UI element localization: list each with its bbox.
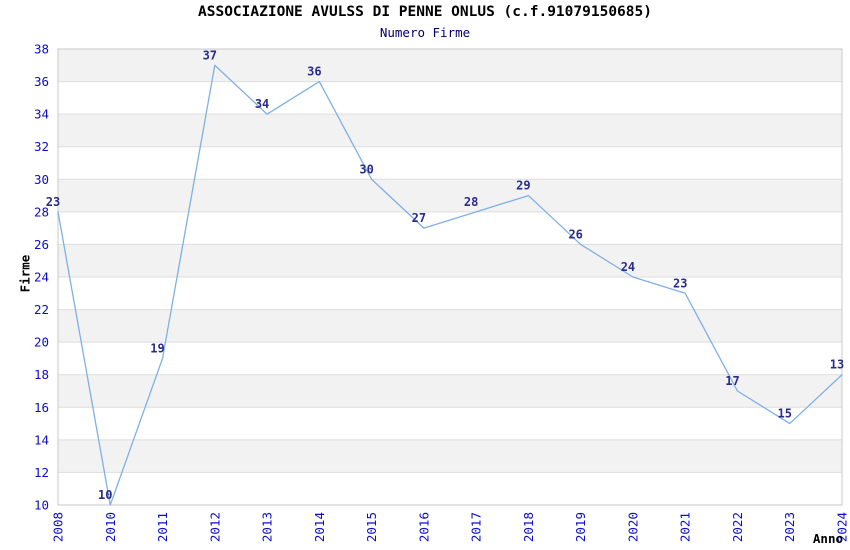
- data-label: 19: [150, 341, 164, 355]
- x-tick-label: 2023: [782, 512, 797, 542]
- y-tick-label: 28: [34, 204, 49, 219]
- data-label: 30: [359, 162, 373, 176]
- x-tick-label: 2012: [207, 512, 222, 542]
- grid-band: [58, 439, 842, 473]
- grid-band: [58, 49, 842, 82]
- data-label: 29: [516, 179, 530, 193]
- grid-band: [58, 374, 842, 408]
- x-tick-label: 2010: [103, 512, 118, 542]
- grid-band: [58, 309, 842, 343]
- x-tick-label: 2013: [260, 512, 275, 542]
- y-tick-label: 34: [34, 107, 49, 122]
- data-label: 17: [725, 374, 739, 388]
- y-tick-label: 10: [34, 498, 49, 513]
- grid-band: [58, 179, 842, 212]
- x-tick-label: 2021: [678, 512, 693, 542]
- y-tick-label: 38: [34, 42, 49, 57]
- data-label: 15: [778, 407, 792, 421]
- x-tick-label: 2020: [625, 512, 640, 542]
- x-tick-label: 2016: [416, 512, 431, 542]
- data-label: 24: [621, 260, 635, 274]
- chart-subtitle: Numero Firme: [379, 25, 471, 40]
- data-label: 28: [464, 195, 478, 209]
- data-label: 37: [203, 48, 217, 62]
- y-tick-label: 16: [34, 400, 49, 415]
- y-tick-label: 12: [34, 465, 49, 480]
- plot-border: [57, 48, 843, 506]
- data-label: 26: [568, 227, 582, 241]
- chart-title: ASSOCIAZIONE AVULSS DI PENNE ONLUS (c.f.…: [198, 4, 652, 20]
- x-tick-label: 2022: [730, 512, 745, 542]
- data-label: 27: [412, 211, 426, 225]
- y-tick-label: 18: [34, 367, 49, 382]
- y-tick-label: 22: [34, 302, 49, 317]
- x-tick-label: 2019: [573, 512, 588, 542]
- x-tick-label: 2015: [364, 512, 379, 542]
- x-tick-label: 2008: [51, 512, 66, 542]
- y-tick-label: 36: [34, 74, 49, 89]
- data-label: 10: [98, 488, 112, 502]
- x-axis-title: Anno: [812, 531, 843, 546]
- x-tick-label: 2018: [521, 512, 536, 542]
- series-line: [57, 64, 843, 506]
- y-axis-title: Firme: [17, 254, 33, 293]
- data-label: 23: [46, 195, 60, 209]
- y-tick-label: 14: [34, 432, 49, 447]
- x-tick-label: 2017: [469, 512, 484, 542]
- x-tick-label: 2014: [312, 512, 327, 542]
- y-tick-label: 20: [34, 335, 49, 350]
- grid-band: [58, 244, 842, 277]
- data-label: 23: [673, 276, 687, 290]
- data-label: 13: [830, 358, 844, 372]
- y-tick-label: 26: [34, 237, 49, 252]
- y-tick-label: 30: [34, 172, 49, 187]
- grid-band: [58, 114, 842, 147]
- x-tick-label: 2011: [155, 512, 170, 542]
- y-tick-label: 24: [34, 270, 49, 285]
- data-label: 34: [255, 97, 269, 111]
- x-tick-label: 2024: [835, 512, 850, 542]
- data-label: 36: [307, 65, 321, 79]
- y-tick-label: 32: [34, 139, 49, 154]
